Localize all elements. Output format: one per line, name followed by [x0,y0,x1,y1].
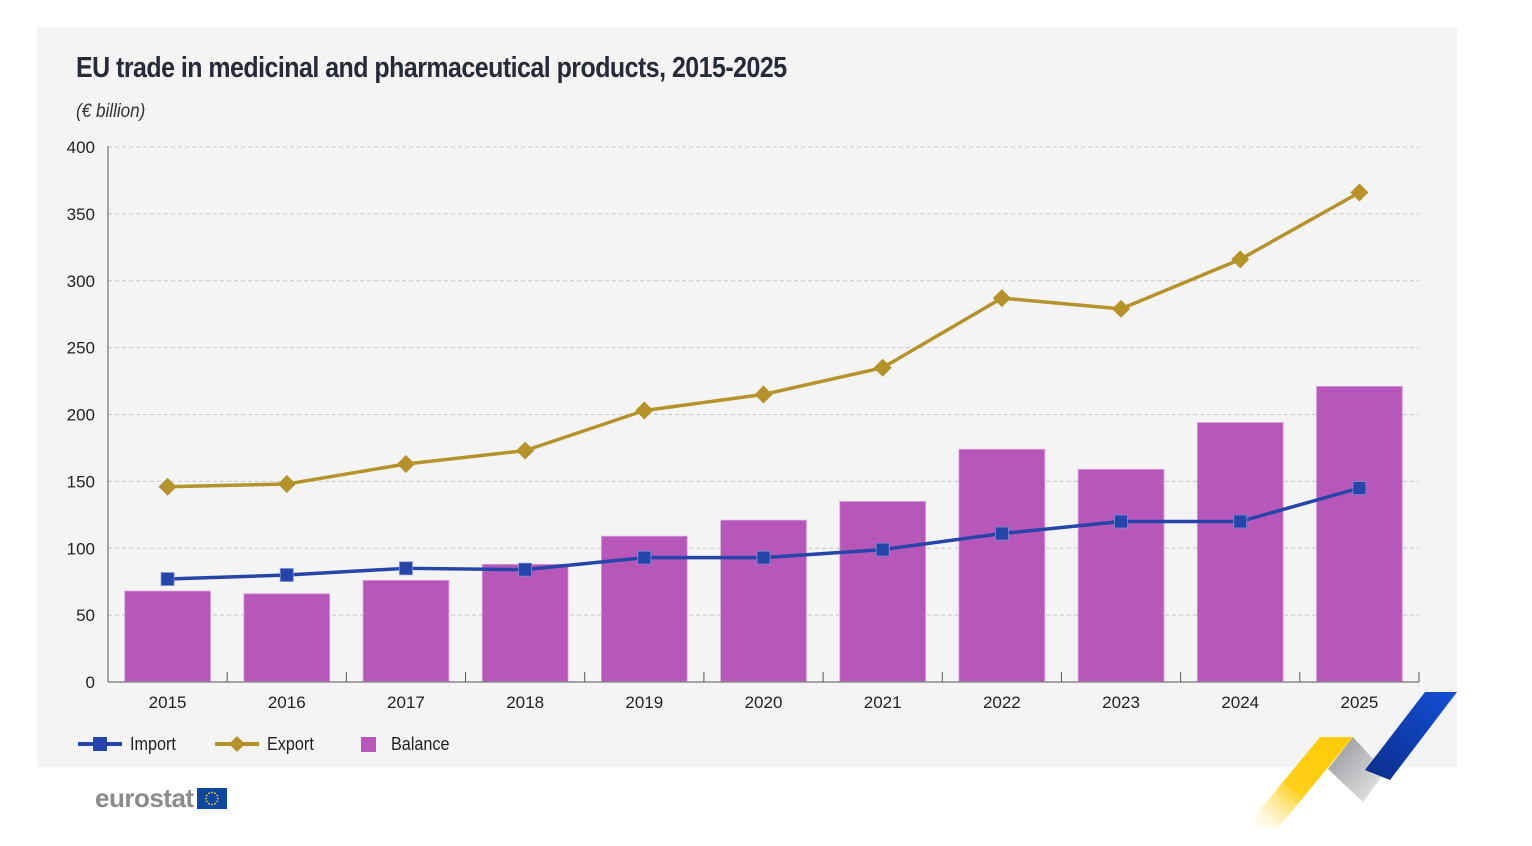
y-tick-label: 50 [76,606,95,625]
eu-star [204,797,207,800]
x-tick-label: 2015 [149,693,187,712]
balance-bar [1077,468,1165,683]
y-tick-label: 0 [86,673,95,692]
eu-star [215,800,218,803]
eu-star [213,802,216,805]
balance-bar [1196,422,1284,683]
export-line [167,190,1361,489]
export-point [277,475,296,494]
balance-bar [958,448,1046,683]
decorative-ribbon-icon [1245,692,1457,828]
import-point [160,572,175,586]
balance-bar [481,563,569,683]
x-tick-label: 2021 [864,693,902,712]
legend-item-export: Export [215,734,319,755]
x-tick-label: 2024 [1221,693,1259,712]
y-tick-label: 200 [67,406,95,425]
balance-bar [1316,386,1403,683]
legend-label-balance: Balance [391,733,450,754]
import-marker-icon [78,737,122,751]
balance-marker-icon [361,737,377,752]
balance-bar [362,579,450,683]
import-point [399,561,413,576]
eu-star [215,794,218,797]
eu-star [216,797,219,800]
legend: Import Export Balance [78,731,490,757]
y-tick-label: 100 [67,539,95,558]
import-point [518,562,533,577]
eu-star [205,800,208,803]
x-tick-label: 2017 [387,693,425,712]
eu-star [207,802,210,805]
eu-star [210,803,213,806]
y-tick-label: 400 [67,138,95,157]
x-tick-label: 2019 [625,693,663,712]
eu-star [210,791,213,794]
legend-item-balance: Balance [353,734,456,755]
export-point [1350,183,1369,202]
export-point [754,385,773,404]
eu-star [205,794,208,797]
legend-label-export: Export [267,733,314,754]
x-tick-label: 2020 [745,693,783,712]
balance-bar [839,501,926,683]
y-tick-label: 150 [67,472,95,491]
y-tick-label: 300 [67,272,95,291]
export-point [873,358,892,377]
balance-bar [124,590,211,683]
x-tick-label: 2018 [506,693,544,712]
import-point [1233,514,1248,529]
eu-star [207,792,210,795]
export-marker-icon [215,736,260,752]
x-tick-label: 2023 [1102,693,1140,712]
import-point [875,542,890,557]
x-tick-label: 2025 [1340,693,1378,712]
import-point [1352,481,1367,495]
import-point [756,550,771,565]
import-point [1114,514,1128,529]
y-tick-label: 350 [67,205,95,224]
export-point [992,289,1011,308]
eurostat-logo: eurostat [95,783,227,814]
balance-bar [243,593,331,683]
legend-label-import: Import [130,733,176,754]
import-point [994,526,1009,541]
export-point [635,401,654,420]
import-point [279,568,294,582]
balance-bar [720,519,807,683]
x-tick-label: 2022 [983,693,1021,712]
logo-text: eurostat [95,783,194,813]
export-point [396,454,415,473]
chart-unit: (€ billion) [76,101,146,122]
export-point [1112,299,1131,318]
eu-flag-icon [196,788,227,809]
eu-star [213,792,216,795]
export-point [516,441,535,460]
legend-item-import: Import [78,734,181,755]
export-point [1231,250,1250,269]
y-tick-label: 250 [67,339,95,358]
import-point [637,550,652,565]
export-point [158,477,177,496]
x-tick-label: 2016 [268,693,306,712]
chart-title: EU trade in medicinal and pharmaceutical… [76,52,787,84]
